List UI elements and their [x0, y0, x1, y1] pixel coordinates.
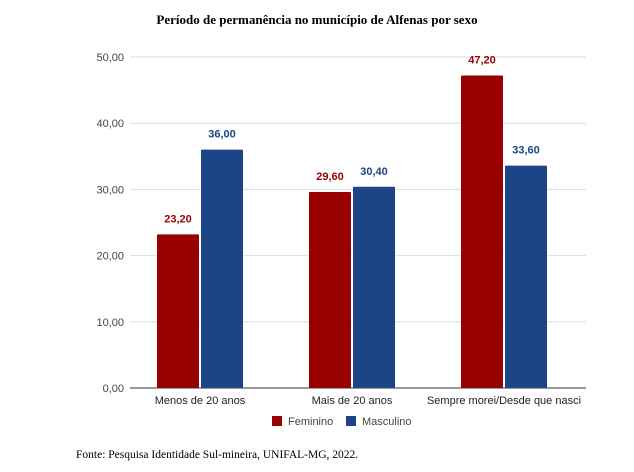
y-tick-label: 50,00 [96, 52, 124, 64]
data-labels: 23,20 36,00 29,60 30,40 47,20 33,60 [164, 55, 540, 226]
legend: Feminino Masculino [272, 416, 412, 428]
legend-swatch [272, 416, 282, 426]
data-label: 23,20 [164, 213, 192, 225]
chart-title: Período de permanência no município de A… [156, 12, 478, 27]
bar-feminino-2 [461, 75, 503, 388]
bar-masculino-1 [353, 186, 395, 388]
legend-item-feminino[interactable]: Feminino [272, 416, 333, 428]
x-axis-categories: Menos de 20 anos Mais de 20 anos Sempre mo… [155, 395, 581, 407]
legend-swatch [346, 416, 356, 426]
x-category-label: Mais de 20 anos [312, 395, 393, 407]
x-category-label: Menos de 20 anos [155, 395, 246, 407]
y-tick-label: 30,00 [96, 184, 124, 196]
data-label: 33,60 [512, 145, 540, 157]
y-axis-ticks: 0,00 10,00 20,00 30,00 40,00 50,00 [96, 52, 124, 395]
legend-label: Feminino [288, 416, 333, 428]
bars [157, 75, 547, 388]
y-tick-label: 20,00 [96, 251, 124, 263]
data-label: 36,00 [208, 129, 236, 141]
source-footnote: Fonte: Pesquisa Identidade Sul-mineira, … [76, 449, 359, 461]
data-label: 30,40 [360, 166, 388, 178]
bar-masculino-2 [505, 165, 547, 388]
bar-feminino-0 [157, 234, 199, 388]
y-tick-label: 0,00 [103, 383, 124, 395]
bar-feminino-1 [309, 192, 351, 388]
legend-item-masculino[interactable]: Masculino [346, 416, 412, 428]
data-label: 29,60 [316, 171, 344, 183]
data-label: 47,20 [468, 55, 496, 67]
y-tick-label: 10,00 [96, 317, 124, 329]
y-tick-label: 40,00 [96, 118, 124, 130]
bar-masculino-0 [201, 149, 243, 388]
legend-label: Masculino [362, 416, 412, 428]
x-category-label: Sempre morei/Desde que nasci [427, 395, 581, 407]
